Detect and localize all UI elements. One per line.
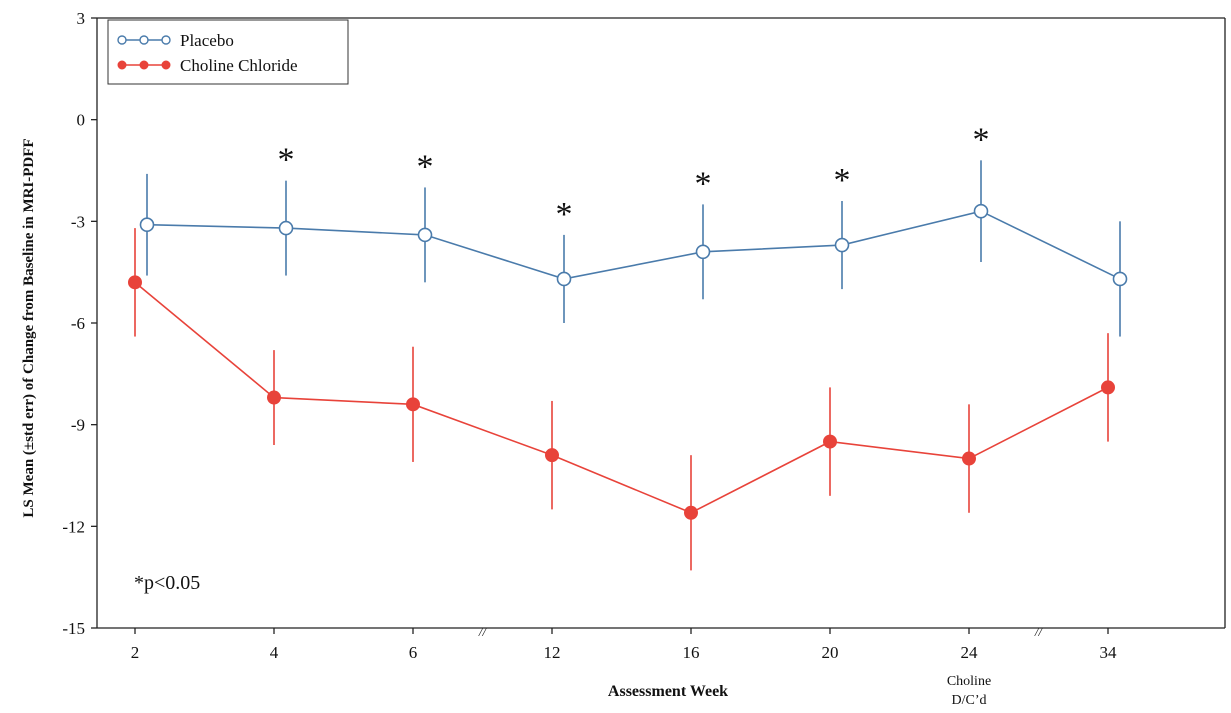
x-tick-label: 16 [683, 643, 700, 662]
data-point [267, 390, 281, 405]
y-tick-label: -3 [71, 212, 85, 231]
series-layer [128, 160, 1128, 571]
y-tick-label: 0 [77, 111, 86, 130]
significance-asterisk: * [973, 121, 990, 158]
significance-asterisk: * [834, 162, 851, 199]
y-tick-label: -15 [62, 619, 85, 638]
data-point [684, 505, 698, 520]
data-point [834, 237, 850, 253]
series-line [146, 210, 1121, 280]
y-axis-ticks: 3 0 -3 -6 -9 -12 -15 [62, 9, 97, 638]
axis-break-symbol: // [1034, 624, 1044, 639]
legend-item: Placebo [117, 31, 234, 50]
legend-label: Placebo [180, 31, 234, 50]
significance-asterisk: * [417, 148, 434, 185]
x-tick-sublabel: Choline [947, 674, 991, 689]
data-point [278, 220, 294, 236]
legend-marker [139, 35, 149, 45]
legend-marker [161, 35, 171, 45]
x-axis-label: Assessment Week [608, 683, 728, 700]
x-tick-sublabel: D/C’d [952, 693, 987, 708]
y-tick-label: -12 [62, 517, 85, 536]
data-point [695, 244, 711, 260]
x-tick-label: 34 [1100, 643, 1118, 662]
legend-marker [139, 60, 149, 70]
series-choline-chloride [128, 228, 1115, 571]
plot-axes [96, 17, 1226, 629]
significance-asterisk: * [695, 165, 712, 202]
data-point [962, 451, 976, 466]
x-tick-label: 12 [544, 643, 561, 662]
significance-asterisk: * [278, 142, 295, 179]
series-placebo [139, 160, 1128, 337]
legend-item: Choline Chloride [117, 56, 298, 75]
data-point [417, 227, 433, 243]
significance-asterisk: * [556, 196, 573, 233]
x-tick-label: 24 [961, 643, 979, 662]
legend-label: Choline Chloride [180, 56, 298, 75]
y-tick-label: -6 [71, 314, 85, 333]
x-tick-label: 20 [822, 643, 839, 662]
y-tick-label: 3 [77, 9, 86, 28]
legend-marker [161, 60, 171, 70]
x-tick-label: 4 [270, 643, 279, 662]
legend-marker [117, 35, 127, 45]
significance-markers: * * * * * * [278, 121, 990, 233]
legend: Placebo Choline Chloride [107, 19, 349, 85]
legend-marker [117, 60, 127, 70]
data-point [556, 271, 572, 287]
data-point [1112, 271, 1128, 287]
series-line [134, 281, 1109, 514]
data-point [545, 448, 559, 463]
y-tick-label: -9 [71, 416, 85, 435]
data-point [406, 397, 420, 412]
legend-box [107, 19, 349, 85]
x-tick-label: 2 [131, 643, 140, 662]
x-tick-label: 6 [409, 643, 418, 662]
data-point [1101, 380, 1115, 395]
axis-break-symbol: // [478, 624, 488, 639]
data-point [128, 275, 142, 290]
axis-breaks: // // [478, 624, 1044, 639]
data-point [139, 217, 155, 233]
data-point [823, 434, 837, 449]
data-point [973, 203, 989, 219]
y-axis-label: LS Mean (±std err) of Change from Baseli… [21, 138, 37, 517]
significance-note: *p<0.05 [134, 572, 200, 594]
